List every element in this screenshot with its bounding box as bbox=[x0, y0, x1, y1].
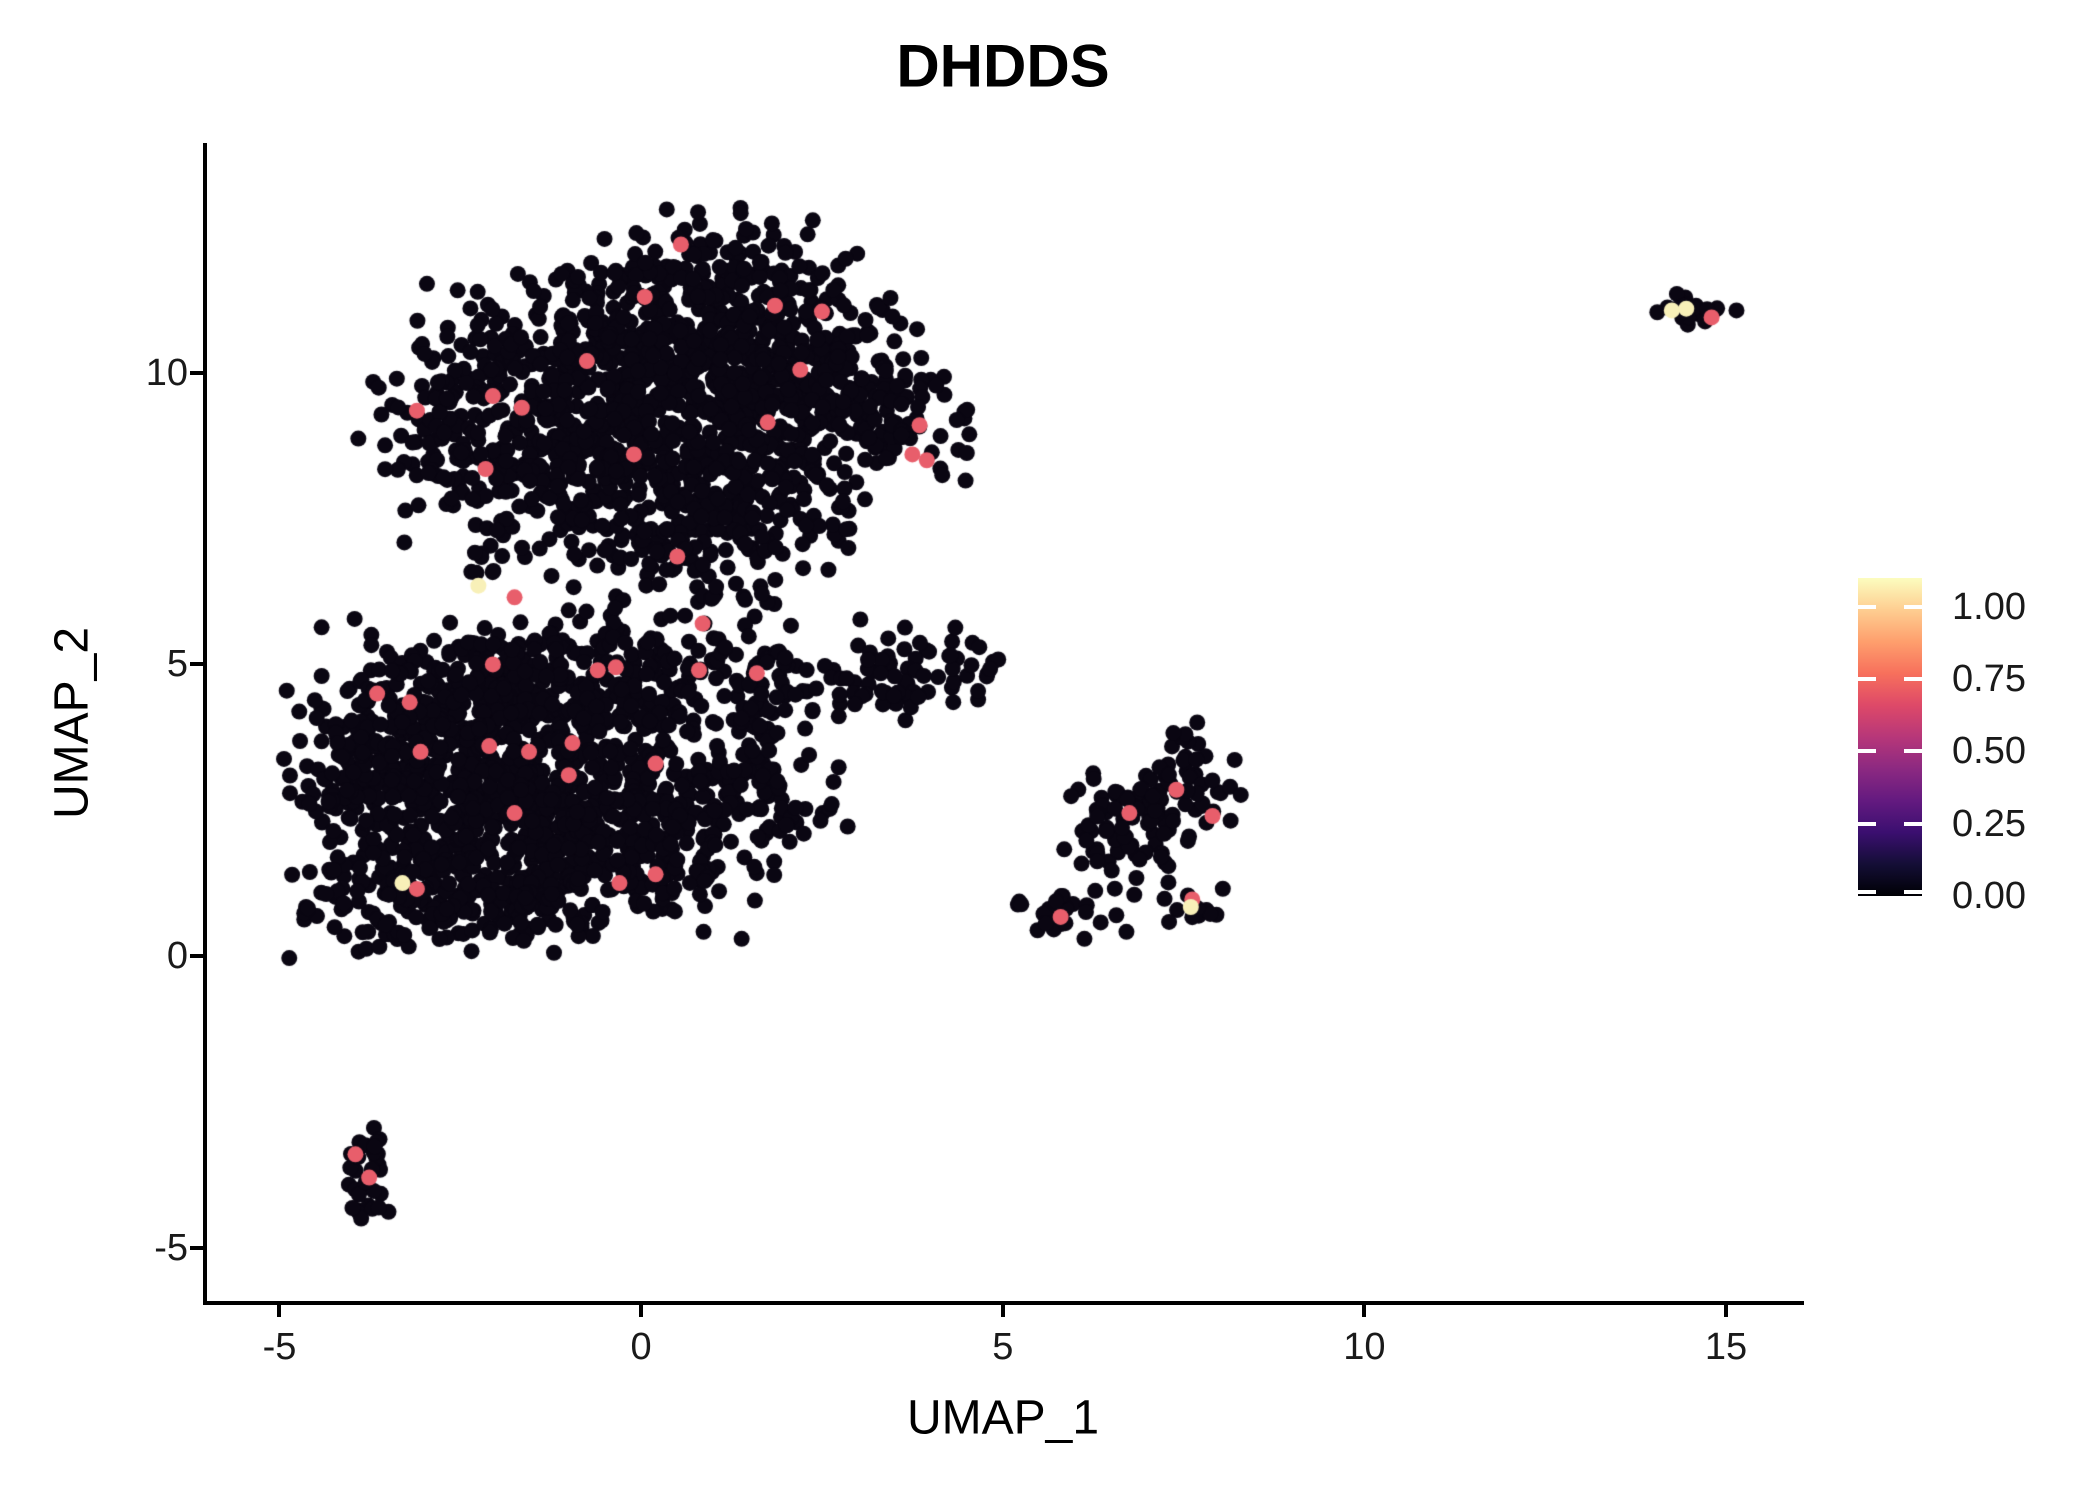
y-axis-line bbox=[203, 143, 207, 1305]
legend-tick-notch-left bbox=[1858, 749, 1876, 754]
legend-tick-label: 0.00 bbox=[1952, 875, 2026, 917]
x-tick-label: -5 bbox=[262, 1326, 297, 1368]
x-axis-title: UMAP_1 bbox=[906, 1391, 1100, 1445]
legend-tick-notch-left bbox=[1858, 677, 1876, 682]
legend-tick-label: 0.50 bbox=[1952, 730, 2026, 773]
y-tick-mark bbox=[190, 370, 203, 375]
x-axis-line bbox=[203, 1301, 1804, 1305]
legend-tick-notch-right bbox=[1904, 677, 1922, 682]
y-tick-mark bbox=[190, 1245, 203, 1250]
x-tick-mark bbox=[277, 1304, 282, 1317]
y-tick-mark bbox=[190, 662, 203, 667]
y-tick-mark bbox=[190, 953, 203, 958]
x-tick-label: 5 bbox=[992, 1326, 1014, 1368]
legend-tick-notch-left bbox=[1858, 604, 1876, 609]
y-tick-label: 10 bbox=[145, 351, 188, 394]
x-tick-mark bbox=[1724, 1304, 1729, 1317]
x-tick-label: 0 bbox=[630, 1326, 652, 1368]
y-axis-title: UMAP_2 bbox=[45, 626, 99, 820]
legend-tick-label: 0.25 bbox=[1952, 802, 2026, 845]
legend-tick-label: 0.75 bbox=[1952, 658, 2026, 701]
legend-tick-notch-right bbox=[1904, 821, 1922, 826]
x-tick-mark bbox=[639, 1304, 644, 1317]
legend-tick-notch-left bbox=[1858, 890, 1876, 894]
y-tick-label: -5 bbox=[154, 1226, 188, 1269]
x-tick-label: 15 bbox=[1704, 1326, 1748, 1368]
legend-tick-notch-right bbox=[1904, 890, 1922, 894]
x-tick-mark bbox=[1362, 1304, 1367, 1317]
legend-tick-notch-right bbox=[1904, 604, 1922, 609]
x-tick-mark bbox=[1000, 1304, 1005, 1317]
legend-tick-label: 1.00 bbox=[1952, 585, 2026, 628]
x-tick-label: 10 bbox=[1343, 1326, 1386, 1368]
legend-colorbar bbox=[1858, 578, 1922, 896]
page-title: DHDDS bbox=[896, 32, 1110, 100]
y-tick-label: 0 bbox=[166, 934, 188, 977]
legend-tick-notch-right bbox=[1904, 749, 1922, 754]
y-tick-label: 5 bbox=[166, 643, 188, 686]
legend-tick-notch-left bbox=[1858, 821, 1876, 826]
